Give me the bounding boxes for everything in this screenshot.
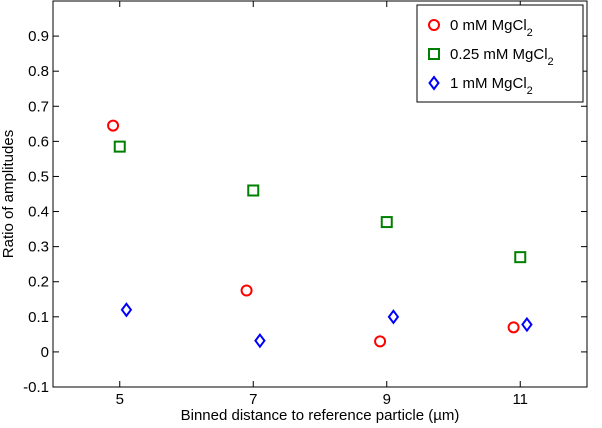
legend: 0 mM MgCl2 0.25 mM MgCl2 1 mM MgCl2 <box>416 4 584 103</box>
y-tick-label: 0.8 <box>28 63 49 80</box>
legend-marker-square <box>428 48 440 60</box>
y-axis-label: Ratio of amplitudes <box>0 130 17 258</box>
x-axis-label: Binned distance to reference particle (µ… <box>181 407 460 424</box>
data-point-diamond <box>387 309 400 325</box>
y-tick-label: 0.5 <box>28 168 49 185</box>
data-point-diamond <box>254 333 266 349</box>
data-point-circle <box>374 335 387 348</box>
data-point-square <box>113 140 126 153</box>
data-point-square <box>514 251 527 264</box>
legend-label: 0 mM MgCl2 <box>450 17 533 39</box>
y-tick-label: 0.7 <box>28 98 49 115</box>
y-tick-label: 0.2 <box>28 274 49 291</box>
y-tick-label: 0.3 <box>28 239 49 256</box>
data-markers <box>107 119 533 349</box>
y-tick-label: 0.6 <box>28 133 49 150</box>
y-tick-label: 0 <box>41 344 49 361</box>
data-point-circle <box>240 284 253 297</box>
y-tick-label: 0.9 <box>28 28 49 45</box>
legend-label: 1 mM MgCl2 <box>450 75 533 97</box>
y-tick-label: -0.1 <box>23 379 49 396</box>
legend-marker-circle <box>428 19 440 31</box>
y-tick-label: 0.1 <box>28 309 49 326</box>
plot-frame <box>52 0 588 388</box>
legend-box <box>416 4 584 103</box>
axis-ticks: 5 7 9 11 -0.1 0 0.1 0.2 0.3 0.4 0.5 0.6 0.7 0.8 0.9 <box>23 1 587 408</box>
data-point-diamond <box>120 302 133 318</box>
x-tick-label: 5 <box>116 391 124 408</box>
x-tick-label: 7 <box>249 391 257 408</box>
data-point-circle <box>507 321 520 334</box>
legend-label: 0.25 mM MgCl2 <box>450 46 554 68</box>
data-point-diamond <box>521 316 533 333</box>
data-point-circle <box>107 119 120 132</box>
x-tick-label: 11 <box>512 391 528 408</box>
data-point-square <box>380 216 393 229</box>
data-point-square <box>247 184 260 197</box>
y-tick-label: 0.4 <box>28 204 49 221</box>
legend-marker-diamond <box>428 75 440 91</box>
x-tick-label: 9 <box>383 391 391 408</box>
